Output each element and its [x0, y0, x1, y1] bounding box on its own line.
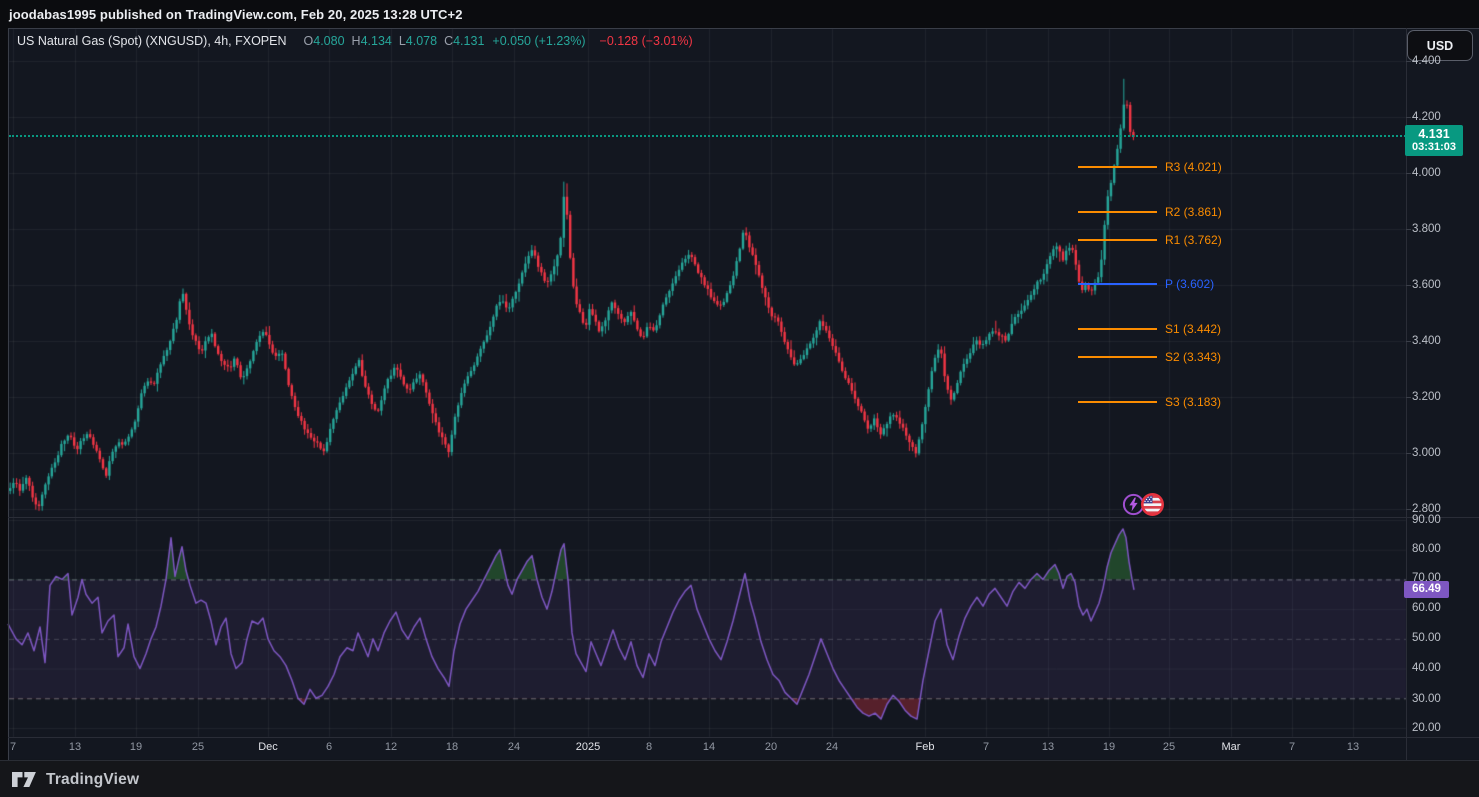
time-axis-label: 12 [384, 741, 398, 753]
time-axis-label: 2025 [575, 741, 601, 753]
pivot-level-line[interactable] [1078, 166, 1157, 169]
price-scale-tick [1406, 397, 1411, 398]
pivot-level-label: R3 (4.021) [1165, 160, 1222, 175]
time-axis-label: 13 [68, 741, 82, 753]
price-scale-label: 3.400 [1412, 335, 1441, 347]
secondary-change-value: −0.128 (−3.01%) [599, 34, 693, 48]
time-axis-label: 7 [9, 741, 17, 753]
branding-bar: TradingView [0, 760, 1479, 797]
open-value: 4.080 [313, 34, 345, 48]
time-axis-label: 14 [702, 741, 716, 753]
time-axis-label: 24 [507, 741, 521, 753]
pivot-level-label: S1 (3.442) [1165, 322, 1222, 337]
chart-frame-left [8, 28, 9, 760]
price-scale-label: 2.800 [1412, 503, 1441, 515]
bar-countdown: 03:31:03 [1411, 141, 1457, 154]
close-label: C [444, 34, 454, 48]
time-axis-label: 7 [982, 741, 990, 753]
time-axis-label: Dec [258, 741, 278, 753]
tradingview-brand-text: TradingView [46, 770, 140, 788]
chart-frame-top [8, 28, 1479, 29]
pivot-level-line[interactable] [1078, 355, 1157, 358]
pivot-level-line[interactable] [1078, 210, 1157, 213]
publish-text: joodabas1995 published on TradingView.co… [9, 6, 463, 22]
rsi-scale-label: 30.00 [1412, 693, 1441, 705]
price-scale-tick [1406, 341, 1411, 342]
price-pane[interactable] [8, 28, 1406, 517]
open-label: O [303, 34, 314, 48]
price-scale-label: 3.600 [1412, 279, 1441, 291]
price-scale-tick [1406, 117, 1411, 118]
pivot-level-line[interactable] [1078, 283, 1157, 286]
pivot-level-line[interactable] [1078, 328, 1157, 331]
time-axis-label: 19 [1102, 741, 1116, 753]
pivot-level-label: S2 (3.343) [1165, 349, 1222, 364]
rsi-scale-label: 80.00 [1412, 543, 1441, 555]
price-scale-label: 3.800 [1412, 223, 1441, 235]
tradingview-logo-link[interactable]: TradingView [12, 771, 139, 789]
rsi-scale-label: 40.00 [1412, 662, 1441, 674]
price-scale-label: 4.000 [1412, 167, 1441, 179]
pivot-level-label: R2 (3.861) [1165, 204, 1222, 219]
time-axis-label: 24 [825, 741, 839, 753]
time-axis-label: 19 [129, 741, 143, 753]
pivot-level-label: P (3.602) [1165, 277, 1215, 292]
time-axis-label: 7 [1288, 741, 1296, 753]
time-axis-label: 20 [764, 741, 778, 753]
price-scale-label: 3.000 [1412, 447, 1441, 459]
price-scale-tick [1406, 61, 1411, 62]
price-scale-label: 3.200 [1412, 391, 1441, 403]
time-axis-label: 25 [1162, 741, 1176, 753]
price-scale-label: 4.400 [1412, 55, 1441, 67]
tradingview-logo-icon [12, 772, 36, 787]
time-axis-label: 6 [325, 741, 333, 753]
scale-separator [1406, 28, 1407, 760]
rsi-value-badge[interactable]: 66.49 [1404, 581, 1449, 598]
price-scale-tick [1406, 173, 1411, 174]
rsi-pane[interactable] [8, 517, 1406, 737]
pivot-level-line[interactable] [1078, 238, 1157, 241]
rsi-scale-label: 50.00 [1412, 632, 1441, 644]
time-axis-label: 18 [445, 741, 459, 753]
time-axis-label: 13 [1041, 741, 1055, 753]
last-price-badge[interactable]: 4.131 03:31:03 [1405, 125, 1463, 156]
time-axis-label: 25 [191, 741, 205, 753]
us-flag-event-icon[interactable] [1140, 492, 1165, 522]
price-scale-tick [1406, 509, 1411, 510]
symbol-legend: US Natural Gas (Spot) (XNGUSD), 4h, FXOP… [17, 34, 693, 48]
time-axis-label: Feb [915, 741, 935, 753]
pivot-level-line[interactable] [1078, 400, 1157, 403]
low-label: L [398, 34, 406, 48]
axis-separator [8, 737, 1479, 738]
pivot-level-label: R1 (3.762) [1165, 232, 1222, 247]
pivot-level-label: S3 (3.183) [1165, 394, 1222, 409]
high-value: 4.134 [360, 34, 392, 48]
rsi-scale-label: 60.00 [1412, 602, 1441, 614]
pane-separator[interactable] [8, 517, 1479, 518]
close-value: 4.131 [453, 34, 485, 48]
last-price-value: 4.131 [1418, 127, 1450, 141]
price-scale-tick [1406, 285, 1411, 286]
currency-button[interactable]: USD [1407, 30, 1473, 61]
time-axis-label: Mar [1221, 741, 1241, 753]
time-axis-label: 8 [645, 741, 653, 753]
time-axis-label: 13 [1346, 741, 1360, 753]
last-price-line [9, 135, 1406, 138]
rsi-scale-label: 90.00 [1412, 514, 1441, 526]
price-scale-tick [1406, 453, 1411, 454]
rsi-scale-label: 20.00 [1412, 722, 1441, 734]
low-value: 4.078 [405, 34, 438, 48]
change-value: +0.050 (+1.23%) [492, 34, 586, 48]
price-scale-label: 4.200 [1412, 111, 1441, 123]
publish-header: joodabas1995 published on TradingView.co… [0, 0, 1479, 28]
symbol-title: US Natural Gas (Spot) (XNGUSD), 4h, FXOP… [17, 34, 287, 48]
high-label: H [351, 34, 361, 48]
price-scale-tick [1406, 229, 1411, 230]
